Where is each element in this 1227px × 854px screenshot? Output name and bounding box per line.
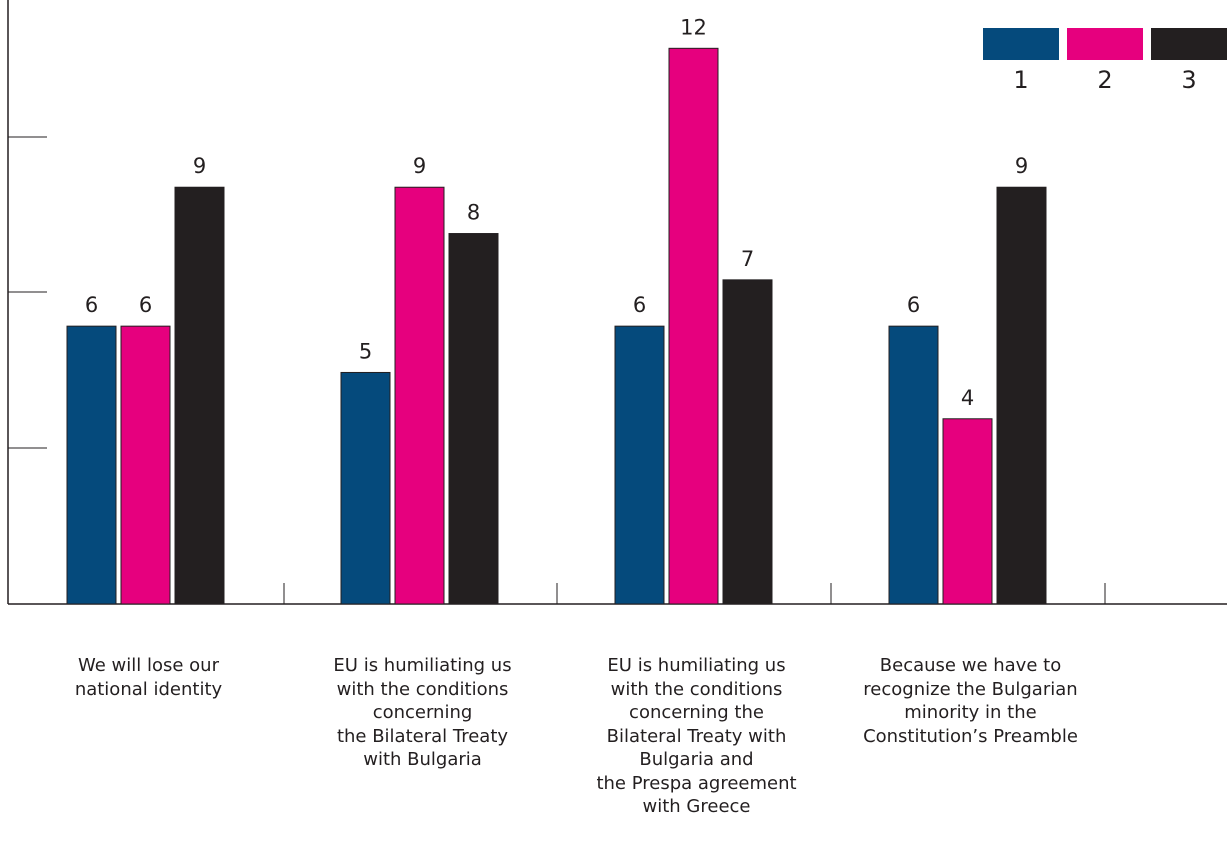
bar: [668, 47, 719, 605]
value-label: 9: [193, 154, 206, 178]
legend-swatch: [1151, 28, 1227, 60]
bar: [340, 371, 391, 605]
value-label: 8: [467, 201, 480, 225]
legend-swatch: [983, 28, 1059, 60]
value-label: 6: [907, 293, 920, 317]
x-tick-label: Because we have to recognize the Bulgari…: [863, 655, 1078, 747]
value-label: 7: [741, 247, 754, 271]
bar: [942, 418, 993, 605]
bar: [66, 325, 117, 605]
bar: [722, 279, 773, 605]
value-label: 9: [1015, 154, 1028, 178]
x-tick-label: EU is humiliating us with the conditions…: [333, 655, 512, 770]
value-label: 4: [961, 386, 974, 410]
value-label: 6: [139, 293, 152, 317]
bar: [614, 325, 665, 605]
value-label: 12: [680, 15, 707, 39]
bar: [996, 186, 1047, 605]
bar: [120, 325, 171, 605]
bar: [174, 186, 225, 605]
value-label: 5: [359, 339, 372, 363]
legend-swatch: [1067, 28, 1143, 60]
bar: [394, 186, 445, 605]
bar: [448, 233, 499, 605]
x-tick-label: We will lose our national identity: [74, 655, 223, 700]
value-label: 6: [633, 293, 646, 317]
legend-label: 2: [1097, 66, 1112, 94]
x-tick-label: EU is humiliating us with the conditions…: [596, 655, 797, 817]
legend-label: 1: [1013, 66, 1028, 94]
value-label: 9: [413, 154, 426, 178]
value-label: 6: [85, 293, 98, 317]
bar: [888, 325, 939, 605]
legend-label: 3: [1181, 66, 1196, 94]
